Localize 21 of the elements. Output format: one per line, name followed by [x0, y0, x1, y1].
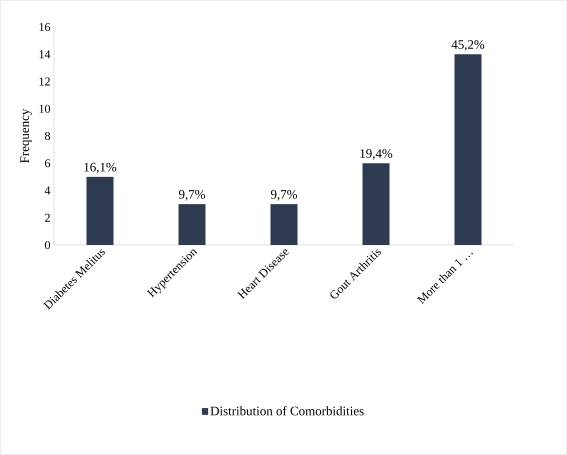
annotation: 16,1%: [84, 162, 116, 174]
bar: [362, 163, 390, 245]
bar: [454, 54, 482, 245]
y-tick-label: 12: [40, 78, 50, 86]
y-tick-label: 4: [44, 186, 50, 194]
y-tick-label: 6: [45, 159, 50, 168]
bar: [270, 204, 298, 245]
annotation: 9,7%: [178, 190, 206, 201]
y-tick-label: 8: [44, 132, 50, 140]
y-axis-title: Frequency: [20, 108, 32, 163]
annotation: 9,7%: [270, 190, 298, 201]
y-tick-label: 0: [44, 240, 50, 250]
bar: [86, 176, 114, 245]
y-tick-label: 14: [40, 50, 50, 58]
bar: [178, 204, 206, 245]
y-tick-label: 16: [40, 22, 50, 32]
annotation: 45,2%: [452, 40, 484, 51]
legend-label: Distribution of Comorbidities: [210, 406, 364, 416]
annotation: 19,4%: [360, 149, 392, 160]
y-tick-label: 2: [45, 214, 50, 222]
y-tick-label: 10: [40, 104, 50, 113]
